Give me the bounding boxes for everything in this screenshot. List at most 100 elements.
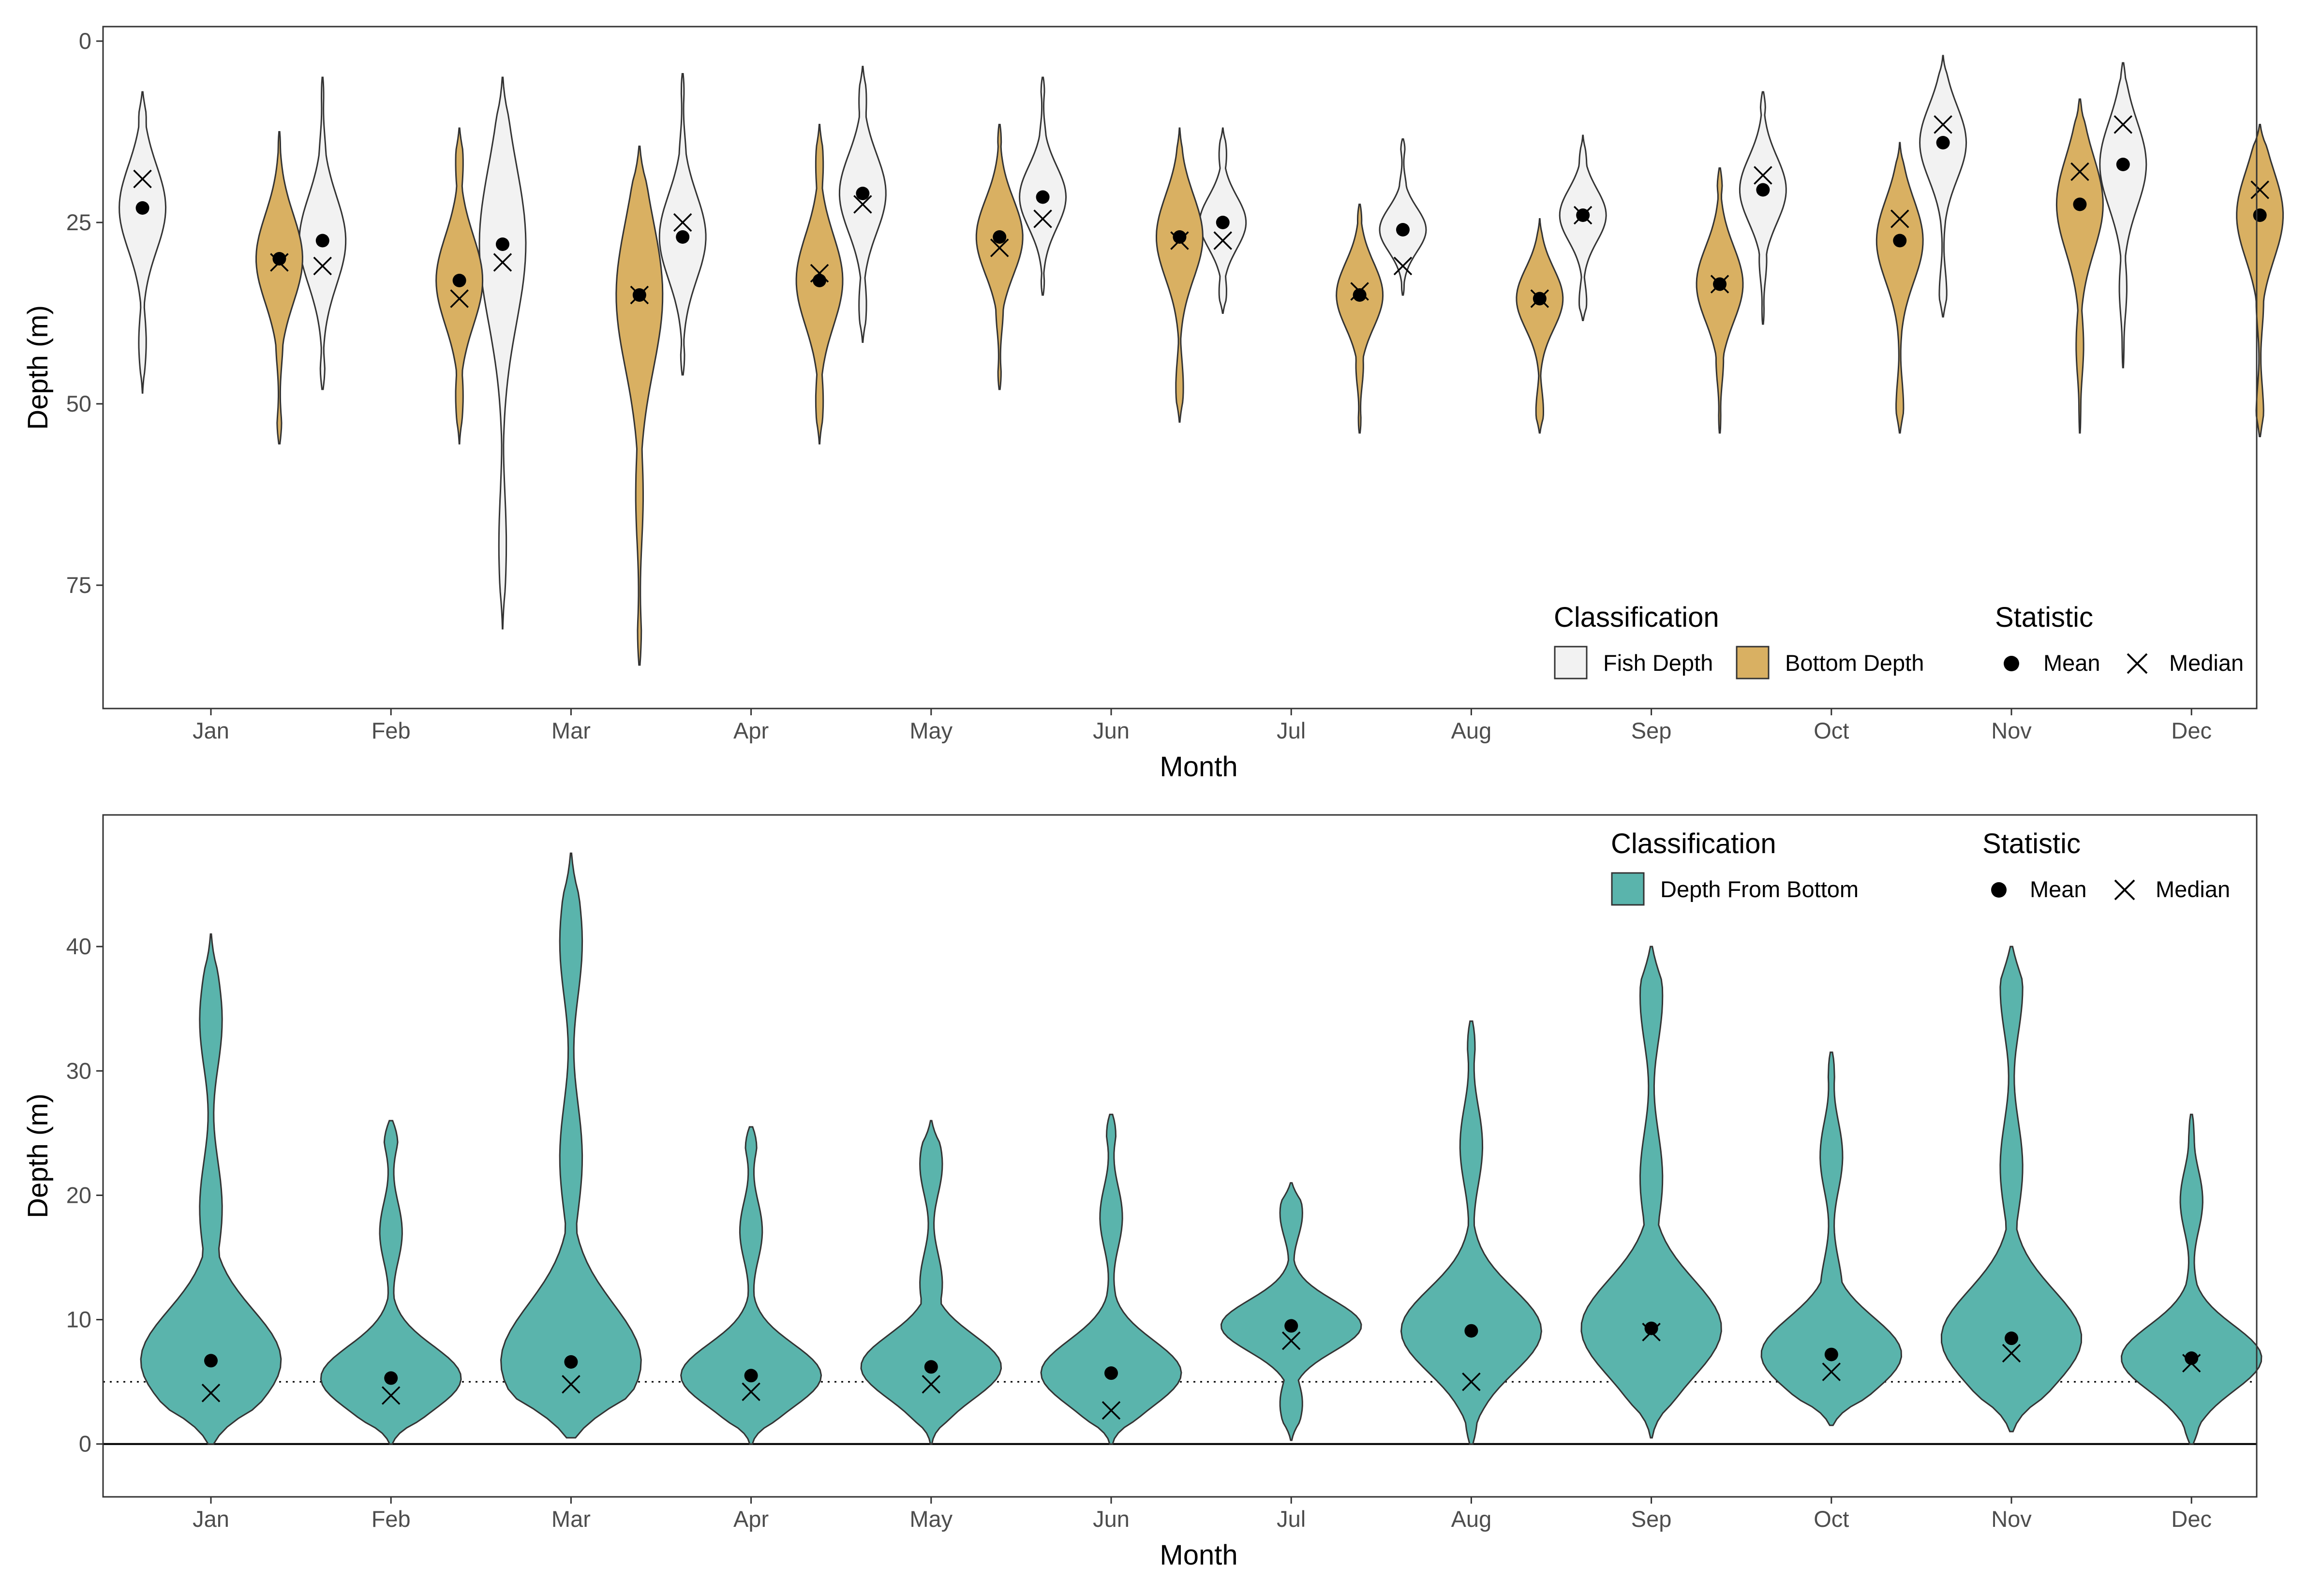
legend-label-fish-depth: Fish Depth <box>1603 650 1713 676</box>
mean-point <box>204 1354 218 1368</box>
violin-aug-bottom-depth <box>1516 218 1564 434</box>
violin-dec-bottom-depth <box>2236 124 2284 437</box>
median-point <box>630 285 649 305</box>
top-legend-statistic-title: Statistic <box>1995 602 2093 633</box>
legend-median-cross-icon <box>2127 653 2148 674</box>
mean-point <box>1036 190 1050 204</box>
y-tick-label: 40 <box>66 933 91 959</box>
y-tick-label: 75 <box>66 572 91 598</box>
x-tick-label: Dec <box>2171 718 2212 743</box>
median-point <box>450 289 469 308</box>
violin-sep-depth-from-bottom <box>1580 946 1722 1439</box>
bottom-legend-label-mean: Mean <box>2030 876 2087 902</box>
violin-jul-bottom-depth <box>1336 204 1384 434</box>
legend-key-depth-from-bottom <box>1611 872 1645 906</box>
median-point <box>1350 282 1369 301</box>
median-point <box>1822 1362 1841 1381</box>
legend-median-cross-icon <box>2114 879 2135 901</box>
violin-apr-fish-depth <box>658 73 707 376</box>
violin-jun-depth-from-bottom <box>1040 1113 1182 1445</box>
x-tick-label: Nov <box>1991 718 2032 743</box>
legend-label-bottom-depth: Bottom Depth <box>1785 650 1924 676</box>
top-legend-label-median: Median <box>2169 650 2244 676</box>
median-point <box>1170 231 1189 250</box>
mean-point <box>2116 158 2130 171</box>
median-point <box>270 253 289 272</box>
median-point <box>1530 289 1549 308</box>
mean-point <box>2073 197 2087 211</box>
median-point <box>2070 162 2089 181</box>
legend-mean-dot-icon <box>2004 656 2019 671</box>
x-tick-label: May <box>909 718 953 743</box>
violin-jan-depth-from-bottom <box>140 933 282 1445</box>
violin-aug-fish-depth <box>1379 138 1427 296</box>
median-point <box>313 256 332 276</box>
x-tick-label: Aug <box>1451 1506 1492 1532</box>
violin-may-bottom-depth <box>975 124 1024 390</box>
violin-sep-bottom-depth <box>1696 167 1744 434</box>
x-tick-label: Jun <box>1093 1506 1130 1532</box>
violin-nov-fish-depth <box>1919 55 1967 318</box>
x-tick-label: Feb <box>372 718 411 743</box>
y-tick-label: 20 <box>66 1182 91 1208</box>
violin-jun-fish-depth <box>1019 76 1067 296</box>
x-tick-label: Jan <box>193 1506 229 1532</box>
bottom-panel-border <box>102 814 2258 1498</box>
violin-may-depth-from-bottom <box>860 1120 1002 1445</box>
bottom-violins <box>140 852 2262 1445</box>
x-tick-label: Jan <box>193 718 229 743</box>
mean-point <box>564 1355 578 1369</box>
x-tick-label: Sep <box>1631 1506 1672 1532</box>
mean-point <box>744 1369 758 1383</box>
violin-oct-bottom-depth <box>1875 142 1924 434</box>
mean-point <box>1824 1347 1838 1361</box>
x-tick-label: Apr <box>733 1506 769 1532</box>
x-tick-label: Nov <box>1991 1506 2032 1532</box>
median-point <box>133 169 152 189</box>
violin-mar-depth-from-bottom <box>500 852 642 1439</box>
top-x-axis-title: Month <box>1160 751 1237 783</box>
x-tick-label: Oct <box>1814 718 1849 743</box>
median-point <box>201 1384 221 1403</box>
violin-dec-depth-from-bottom <box>2120 1113 2262 1445</box>
median-point <box>1101 1401 1121 1420</box>
median-point <box>381 1386 401 1405</box>
top-panel: 0 25 50 75 Jan Feb Mar Apr May Jun Jul Aug Sep Oct No… <box>22 26 2284 783</box>
mean-point <box>1284 1319 1298 1333</box>
bottom-legend-label-median: Median <box>2156 876 2230 902</box>
x-tick-label: Mar <box>551 1506 591 1532</box>
median-point <box>2182 1354 2201 1373</box>
mean-point <box>813 274 827 287</box>
violin-jun-bottom-depth <box>1155 127 1204 423</box>
y-tick-label: 25 <box>66 209 91 235</box>
x-tick-label: May <box>909 1506 953 1532</box>
top-legend-classification-title: Classification <box>1554 602 1719 633</box>
y-tick-label: 0 <box>79 1431 91 1457</box>
median-point <box>1754 166 1772 185</box>
bottom-legend: Classification Depth From Bottom Statist… <box>1611 828 2230 906</box>
median-point <box>922 1375 941 1394</box>
bottom-reference-lines <box>103 1381 2257 1445</box>
violin-nov-bottom-depth <box>2055 98 2104 434</box>
median-point <box>1213 231 1232 250</box>
median-point <box>1281 1331 1301 1350</box>
x-tick-label: Jun <box>1093 718 1130 743</box>
x-tick-label: Aug <box>1451 718 1492 743</box>
median-point <box>2250 180 2269 199</box>
median-point <box>2114 115 2132 134</box>
violin-jan-bottom-depth <box>255 131 303 444</box>
y-tick-label: 10 <box>66 1307 91 1332</box>
y-tick-label: 0 <box>79 28 91 54</box>
mean-point <box>2253 208 2267 222</box>
median-point <box>1642 1323 1661 1342</box>
bottom-panel: 0 10 20 30 40 Jan Feb Mar Apr May Jun Jul Aug Sep Oct… <box>22 814 2262 1571</box>
median-point <box>1934 115 1952 134</box>
mean-point <box>2185 1351 2199 1365</box>
mean-point <box>993 230 1007 244</box>
mean-point <box>1396 223 1410 236</box>
top-legend: Classification Fish Depth Bottom Depth S… <box>1554 602 2244 680</box>
legend-label-depth-from-bottom: Depth From Bottom <box>1660 876 1859 902</box>
median-point <box>673 213 692 232</box>
x-tick-label: Feb <box>372 1506 411 1532</box>
